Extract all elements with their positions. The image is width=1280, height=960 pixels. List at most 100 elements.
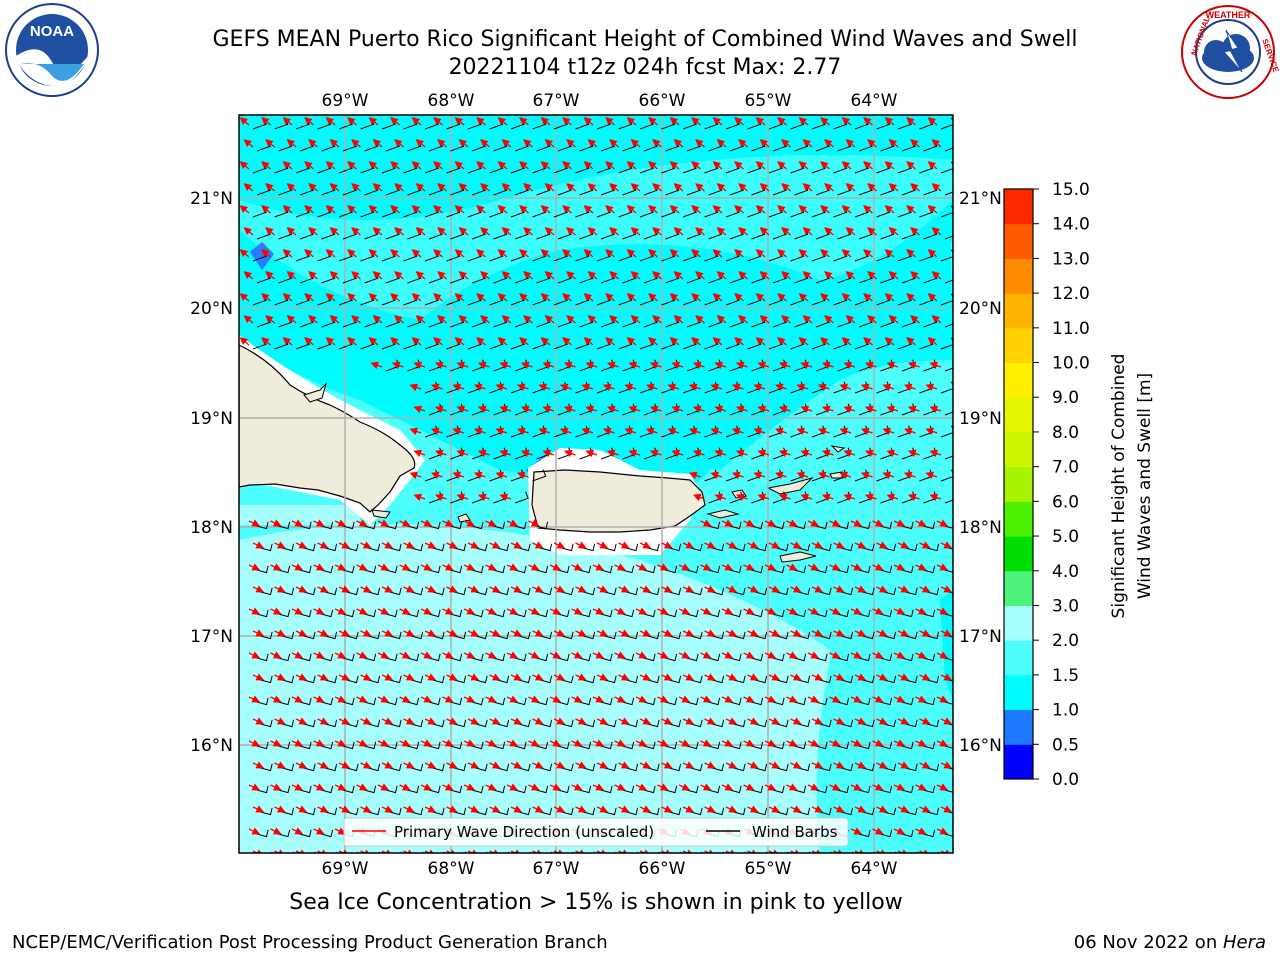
wave-arrow [334,519,347,527]
wave-arrow [347,205,357,214]
wave-arrow [800,405,813,414]
lat-labels-left: 21°N 20°N 19°N 18°N 17°N 16°N [190,189,233,756]
wave-arrow [884,249,895,258]
wave-arrow [867,315,877,324]
wave-arrow [497,117,508,126]
lat-label: 19°N [190,409,233,429]
wave-arrow [764,519,777,527]
wind-barb [944,147,953,152]
colorbar-tick-label: 3.0 [1052,596,1079,616]
map-legend: Primary Wave Direction (unscaled) Wind B… [343,817,849,847]
wave-arrow [753,427,766,436]
wave-arrow [304,205,314,214]
wave-arrow [583,249,594,258]
wave-arrow [501,315,512,324]
wave-arrow [841,293,852,302]
lon-label: 67°W [533,91,580,111]
wave-arrow [519,117,529,126]
wave-arrow [282,337,293,346]
wave-direction-legend-label: Primary Wave Direction (unscaled) [394,823,654,841]
wave-arrow [755,293,766,302]
wave-arrow [243,315,254,324]
wind-barb [944,455,953,460]
wave-arrow [458,227,469,236]
wave-arrow [915,519,927,527]
wave-arrow [434,405,447,414]
wave-arrow [759,315,770,324]
wave-arrow [731,383,744,392]
colorbar-cell [1004,466,1033,502]
wave-arrow [839,427,852,436]
wave-arrow [476,293,486,302]
wave-arrow [798,337,809,346]
wave-arrow [936,519,949,527]
wave-arrow [454,293,465,302]
wave-arrow [688,471,701,480]
wave-arrow [626,161,637,170]
wave-arrow [757,405,770,414]
wave-arrow [480,315,490,324]
wave-arrow [817,471,830,480]
wave-arrow [886,405,899,414]
wave-arrow [759,139,770,148]
lat-label: 17°N [190,627,233,647]
wave-arrow [308,227,318,236]
wave-arrow [544,183,555,192]
wave-arrow [630,139,641,148]
wave-arrow [695,227,705,236]
wind-barb [944,367,953,372]
wave-arrow [876,541,888,549]
wave-arrow [480,271,490,280]
colorbar-tick-label: 0.0 [1052,770,1079,790]
wave-arrow [295,541,308,549]
wave-arrow [867,183,877,192]
colorbar-tick-label: 6.0 [1052,492,1079,512]
wave-arrow [820,337,830,346]
wave-arrow [673,183,684,192]
wave-arrow [566,139,576,148]
lat-label: 19°N [959,409,1002,429]
colorbar-tick-label: 15.0 [1052,180,1090,200]
wind-barb-legend-label: Wind Barbs [752,823,838,841]
lon-label: 65°W [745,91,792,111]
colorbar-tick-label: 5.0 [1052,527,1079,547]
wave-arrow [903,383,916,392]
wave-arrow [712,293,723,302]
colorbar-cell [1004,501,1033,537]
wave-arrow [927,293,938,302]
wave-arrow [351,139,361,148]
wave-arrow [768,541,781,549]
wave-arrow [781,139,791,148]
wave-arrow [906,117,916,126]
wave-arrow [562,337,572,346]
wave-arrow [864,449,877,458]
wave-arrow [691,161,701,170]
wave-arrow [798,293,809,302]
wave-arrow [265,315,275,324]
noaa-logo: NOAA [5,3,99,97]
lat-label: 21°N [190,189,233,209]
wave-arrow [497,337,508,346]
wave-arrow [626,337,637,346]
wave-arrow [477,493,490,502]
wave-arrow [562,161,572,170]
colorbar-tick-label: 1.0 [1052,701,1079,721]
wave-arrow [669,337,680,346]
wave-arrow [286,315,297,324]
wave-arrow [523,227,533,236]
wave-arrow [609,227,619,236]
wave-arrow [648,293,658,302]
wave-arrow [843,361,856,370]
wave-arrow [585,405,598,414]
wave-arrow [437,271,447,280]
wave-arrow [755,117,766,126]
wave-arrow [605,205,615,214]
colorbar-cell [1004,431,1033,468]
wave-arrow [714,493,727,502]
wave-arrow [377,563,390,571]
wave-arrow [863,337,873,346]
wave-arrow [691,117,701,126]
wave-arrow [778,449,791,458]
wave-arrow [562,117,572,126]
wave-arrow [411,249,422,258]
